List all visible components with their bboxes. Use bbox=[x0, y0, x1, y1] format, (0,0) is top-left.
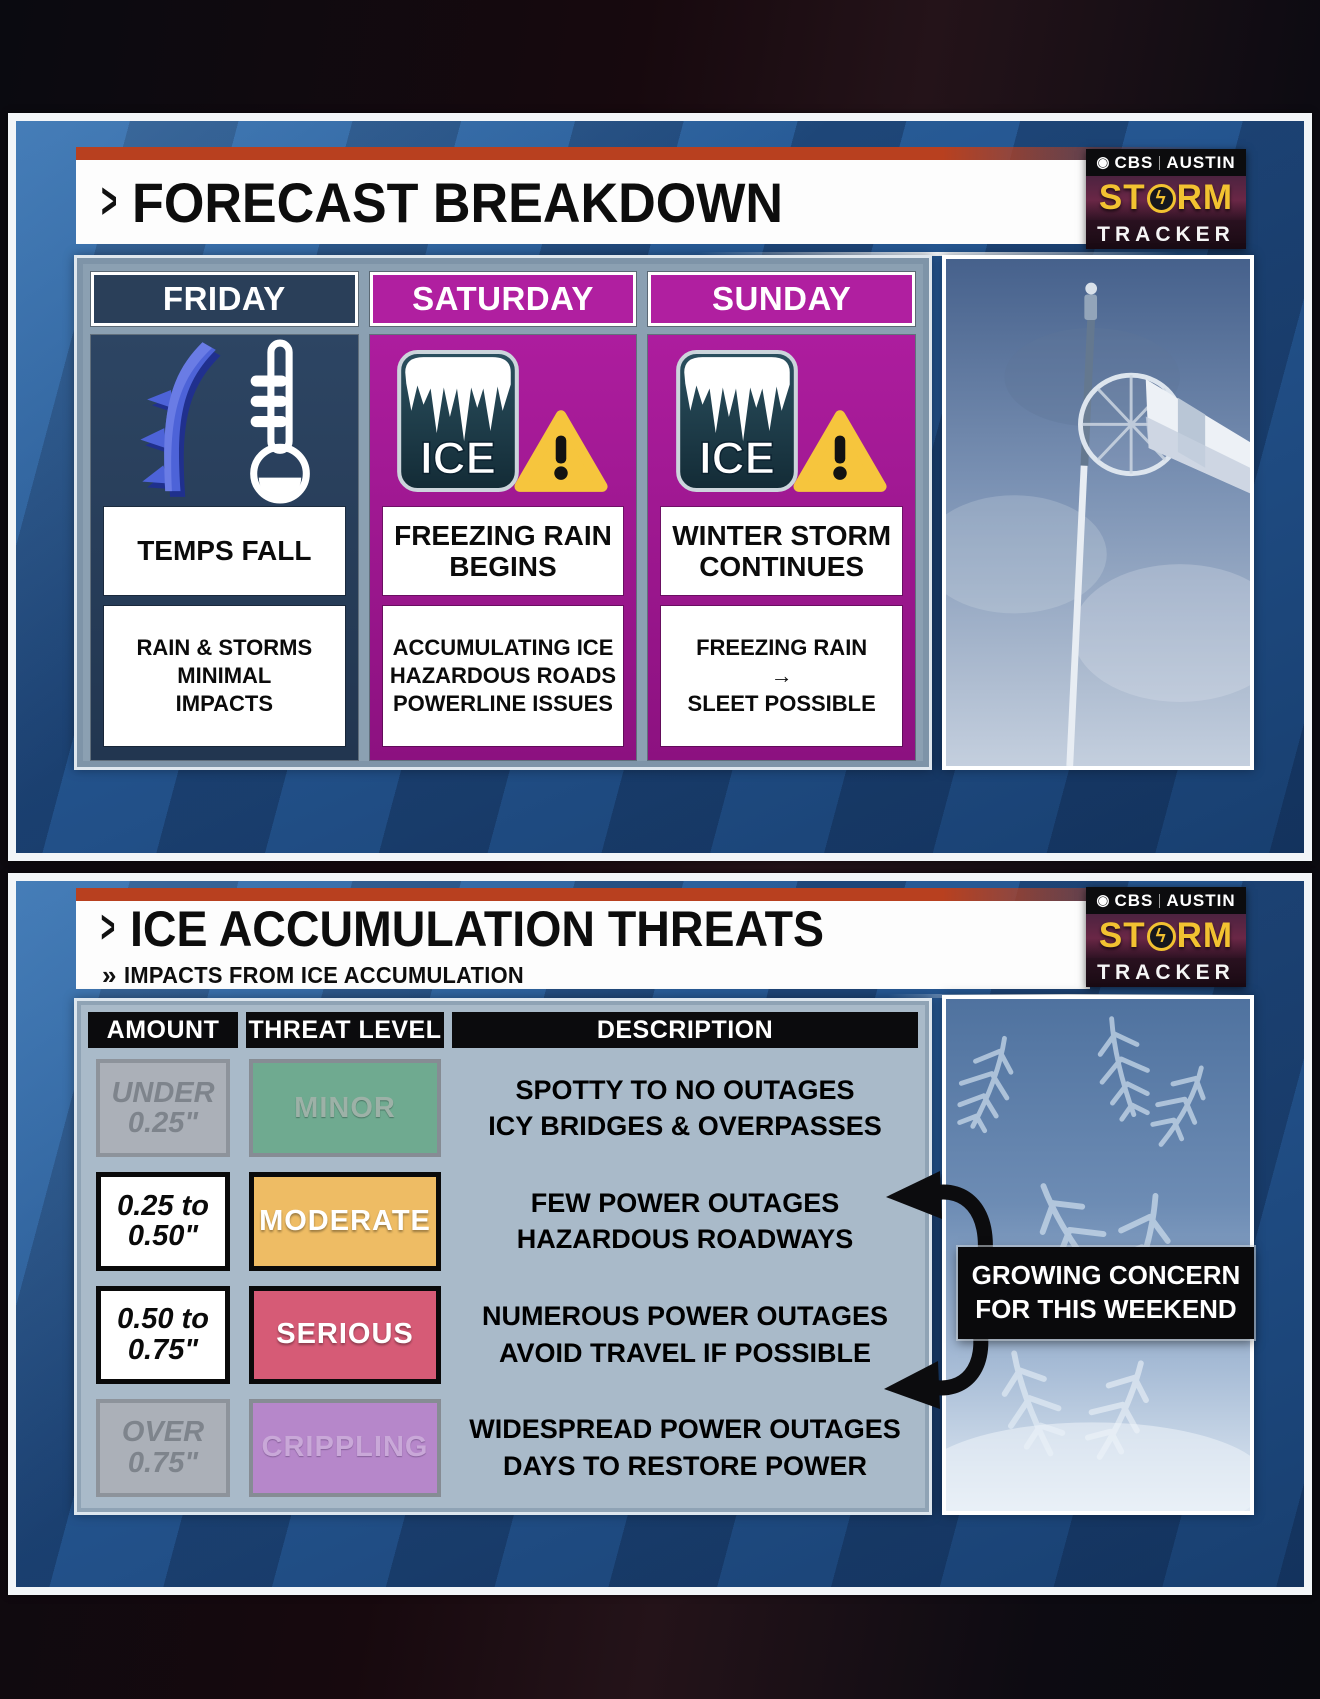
day-details: RAIN & STORMS MINIMAL IMPACTS bbox=[104, 606, 345, 746]
day-label: SATURDAY bbox=[412, 280, 594, 317]
title-banner: > ICE ACCUMULATION THREATS » IMPACTS FRO… bbox=[76, 900, 1090, 990]
thermometer-icon bbox=[249, 339, 310, 504]
logo-storm-text: ST ϟ RM bbox=[1086, 914, 1246, 958]
storm-text-right: RM bbox=[1176, 916, 1234, 955]
day-headline: FREEZING RAIN BEGINS bbox=[382, 507, 624, 595]
threat-level-badge: MINOR bbox=[249, 1059, 441, 1158]
lightning-bolt-icon: ϟ bbox=[1146, 921, 1176, 951]
chevron-icon: > bbox=[101, 172, 118, 230]
ice-threat-table: AMOUNT THREAT LEVEL DESCRIPTION UNDER 0.… bbox=[74, 998, 932, 1515]
ice-badge-icon: ICE bbox=[397, 350, 519, 492]
logo-cbs-text: CBS bbox=[1114, 152, 1154, 172]
arrow-up-icon bbox=[886, 1171, 942, 1219]
amount-value: OVER 0.75" bbox=[96, 1398, 230, 1497]
title-banner: > FORECAST BREAKDOWN bbox=[76, 160, 1090, 244]
storm-text-right: RM bbox=[1176, 178, 1234, 217]
friday-icons bbox=[91, 335, 358, 507]
storm-tracker-logo: ◉ CBS AUSTIN ST ϟ RM TRACKER bbox=[1086, 149, 1246, 249]
ice-badge-icon: ICE bbox=[675, 350, 798, 492]
ice-label: ICE bbox=[699, 433, 775, 484]
double-chevron-icon: » bbox=[102, 959, 117, 990]
page-title: ICE ACCUMULATION THREATS bbox=[129, 900, 824, 957]
logo-station-bar: ◉ CBS AUSTIN bbox=[1086, 887, 1246, 914]
day-header-sunday: SUNDAY bbox=[648, 272, 915, 326]
day-header-friday: FRIDAY bbox=[91, 272, 358, 326]
column-header-amount: AMOUNT bbox=[88, 1012, 238, 1048]
day-label: SUNDAY bbox=[711, 280, 852, 317]
day-column-sunday: SUNDAY ICE bbox=[648, 272, 915, 760]
page-subtitle: IMPACTS FROM ICE ACCUMULATION bbox=[124, 961, 525, 988]
table-row-minor-amount: UNDER 0.25" bbox=[88, 1055, 238, 1161]
amount-value: UNDER 0.25" bbox=[96, 1059, 230, 1158]
day-headline: TEMPS FALL bbox=[104, 507, 345, 595]
ice-threats-panel: > ICE ACCUMULATION THREATS » IMPACTS FRO… bbox=[8, 873, 1312, 1595]
logo-storm-text: ST ϟ RM bbox=[1086, 176, 1246, 220]
table-row-crippling-level: CRIPPLING bbox=[246, 1395, 444, 1501]
table-row-crippling-amount: OVER 0.75" bbox=[88, 1395, 238, 1501]
table-row-minor-description: SPOTTY TO NO OUTAGES ICY BRIDGES & OVERP… bbox=[488, 1074, 882, 1142]
windsock-photo bbox=[942, 255, 1254, 770]
logo-divider bbox=[1159, 893, 1161, 908]
table-row-moderate-amount: 0.25 to 0.50" bbox=[88, 1168, 238, 1274]
threat-level-badge: CRIPPLING bbox=[249, 1398, 441, 1497]
ice-label: ICE bbox=[420, 433, 496, 484]
day-body-friday: TEMPS FALL RAIN & STORMS MINIMAL IMPACTS bbox=[91, 335, 358, 760]
logo-station-bar: ◉ CBS AUSTIN bbox=[1086, 149, 1246, 176]
logo-tracker-text: TRACKER bbox=[1086, 958, 1246, 987]
cbs-eye-icon: ◉ bbox=[1096, 154, 1111, 171]
page-title: FORECAST BREAKDOWN bbox=[132, 170, 784, 234]
forecast-breakdown-panel: > FORECAST BREAKDOWN ◉ CBS AUSTIN ST ϟ R… bbox=[8, 113, 1312, 861]
threat-level-badge: MODERATE bbox=[249, 1172, 441, 1271]
day-header-saturday: SATURDAY bbox=[369, 272, 637, 326]
arrow-down-icon bbox=[884, 1361, 940, 1409]
column-header-threat-level: THREAT LEVEL bbox=[246, 1012, 444, 1048]
table-row-crippling-description: WIDESPREAD POWER OUTAGES DAYS TO RESTORE… bbox=[469, 1414, 901, 1481]
day-body-saturday: ICE FREEZING RAIN BEGINS ACCUMULATING IC… bbox=[369, 335, 637, 760]
day-column-saturday: SATURDAY ICE bbox=[369, 272, 637, 760]
logo-city-text: AUSTIN bbox=[1166, 152, 1236, 172]
threat-level-badge: SERIOUS bbox=[249, 1285, 441, 1384]
sunday-icons: ICE bbox=[648, 335, 915, 507]
table-row-minor-level: MINOR bbox=[246, 1055, 444, 1161]
table-row-moderate-description: FEW POWER OUTAGES HAZARDOUS ROADWAYS bbox=[516, 1187, 854, 1255]
chevron-icon: > bbox=[100, 902, 116, 954]
red-accent-bar bbox=[76, 147, 1216, 160]
saturday-icons: ICE bbox=[370, 335, 637, 507]
warning-triangle-icon bbox=[514, 410, 608, 492]
storm-tracker-logo: ◉ CBS AUSTIN ST ϟ RM TRACKER bbox=[1086, 887, 1246, 987]
amount-value: 0.25 to 0.50" bbox=[96, 1172, 230, 1271]
table-row-moderate-level: MODERATE bbox=[246, 1168, 444, 1274]
lightning-bolt-icon: ϟ bbox=[1146, 183, 1176, 213]
storm-text-left: ST bbox=[1098, 178, 1146, 217]
cold-front-icon bbox=[140, 341, 221, 497]
cbs-eye-icon: ◉ bbox=[1096, 892, 1111, 909]
day-body-sunday: ICE WINTER STORM CONTINUES FREEZING RAIN… bbox=[648, 335, 915, 760]
logo-divider bbox=[1159, 155, 1161, 170]
logo-tracker-text: TRACKER bbox=[1086, 220, 1246, 249]
storm-text-left: ST bbox=[1098, 916, 1146, 955]
day-details: ACCUMULATING ICE HAZARDOUS ROADS POWERLI… bbox=[382, 606, 624, 746]
day-column-friday: FRIDAY bbox=[91, 272, 358, 760]
forecast-day-table: FRIDAY bbox=[74, 255, 932, 770]
warning-triangle-icon bbox=[793, 410, 887, 492]
day-headline: WINTER STORM CONTINUES bbox=[661, 507, 902, 595]
amount-value: 0.50 to 0.75" bbox=[96, 1285, 230, 1384]
column-header-description: DESCRIPTION bbox=[452, 1012, 918, 1048]
growing-concern-callout: GROWING CONCERN FOR THIS WEEKEND bbox=[958, 1247, 1254, 1339]
red-accent-bar bbox=[76, 888, 1216, 901]
table-row-serious-amount: 0.50 to 0.75" bbox=[88, 1282, 238, 1388]
day-details: FREEZING RAIN → SLEET POSSIBLE bbox=[661, 606, 902, 746]
light-flare bbox=[698, 252, 1178, 256]
table-row-serious-description: NUMEROUS POWER OUTAGES AVOID TRAVEL IF P… bbox=[481, 1301, 888, 1368]
logo-cbs-text: CBS bbox=[1114, 890, 1154, 910]
table-row-serious-level: SERIOUS bbox=[246, 1282, 444, 1388]
logo-city-text: AUSTIN bbox=[1166, 890, 1236, 910]
day-label: FRIDAY bbox=[162, 280, 286, 317]
